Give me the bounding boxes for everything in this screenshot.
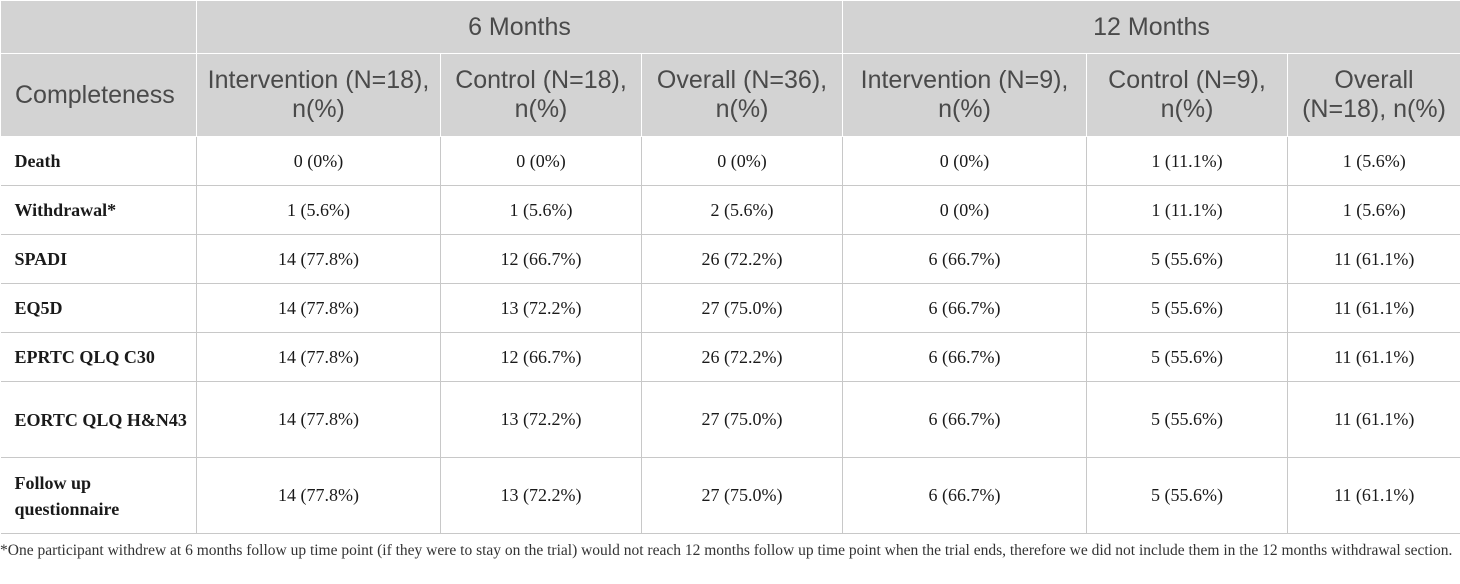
table-cell: 6 (66.7%): [842, 283, 1088, 333]
table-row: EQ5D 14 (77.8%) 13 (72.2%) 27 (75.0%) 6 …: [0, 283, 1460, 333]
table-cell: 6 (66.7%): [842, 381, 1088, 458]
table-cell: 6 (66.7%): [842, 457, 1088, 534]
column-header-row: Completeness Intervention (N=18), n(%) C…: [0, 53, 1460, 137]
table-cell: 5 (55.6%): [1086, 457, 1289, 534]
row-label: Follow up questionnaire: [0, 457, 197, 534]
table-cell: 5 (55.6%): [1086, 234, 1289, 284]
table-cell: 0 (0%): [842, 136, 1088, 186]
row-label: Death: [0, 136, 197, 186]
table-cell: 27 (75.0%): [641, 283, 844, 333]
table-cell: 0 (0%): [196, 136, 441, 186]
table-cell: 2 (5.6%): [641, 185, 844, 235]
table-cell: 5 (55.6%): [1086, 332, 1289, 382]
table-cell: 11 (61.1%): [1287, 457, 1460, 534]
table-cell: 6 (66.7%): [842, 234, 1088, 284]
row-label: Withdrawal*: [0, 185, 197, 235]
table-cell: 14 (77.8%): [196, 457, 441, 534]
table-cell: 0 (0%): [641, 136, 844, 186]
table-cell: 5 (55.6%): [1086, 381, 1289, 458]
group-header-6-months: 6 Months: [195, 0, 844, 54]
table-cell: 14 (77.8%): [196, 234, 441, 284]
table-cell: 12 (66.7%): [440, 332, 642, 382]
table-cell: 13 (72.2%): [440, 283, 642, 333]
table-cell: 1 (11.1%): [1086, 136, 1289, 186]
header-12m-overall: Overall (N=18), n(%): [1287, 53, 1460, 137]
table-header: 6 Months 12 Months Completeness Interven…: [0, 0, 1460, 137]
table-cell: 12 (66.7%): [440, 234, 642, 284]
table-cell: 27 (75.0%): [641, 457, 844, 534]
table-row: Follow up questionnaire 14 (77.8%) 13 (7…: [0, 457, 1460, 534]
table-row: Withdrawal* 1 (5.6%) 1 (5.6%) 2 (5.6%) 0…: [0, 185, 1460, 235]
table-cell: 1 (11.1%): [1086, 185, 1289, 235]
table-row: EORTC QLQ H&N43 14 (77.8%) 13 (72.2%) 27…: [0, 381, 1460, 458]
row-label: SPADI: [0, 234, 197, 284]
table-cell: 26 (72.2%): [641, 332, 844, 382]
table-cell: 5 (55.6%): [1086, 283, 1289, 333]
table-footnote: *One participant withdrew at 6 months fo…: [0, 542, 1453, 559]
table-cell: 11 (61.1%): [1287, 283, 1460, 333]
table-cell: 6 (66.7%): [842, 332, 1088, 382]
header-6m-intervention: Intervention (N=18), n(%): [196, 53, 441, 137]
table-cell: 14 (77.8%): [196, 332, 441, 382]
table-cell: 0 (0%): [842, 185, 1088, 235]
header-12m-control: Control (N=9), n(%): [1086, 53, 1289, 137]
table-cell: 1 (5.6%): [1287, 136, 1460, 186]
group-header-row: 6 Months 12 Months: [0, 0, 1460, 54]
table-cell: 11 (61.1%): [1287, 332, 1460, 382]
table-cell: 1 (5.6%): [196, 185, 441, 235]
group-header-12-months: 12 Months: [842, 0, 1460, 54]
table-row: Death 0 (0%) 0 (0%) 0 (0%) 0 (0%) 1 (11.…: [0, 136, 1460, 186]
completeness-table: 6 Months 12 Months Completeness Interven…: [0, 0, 1460, 534]
table-row: EPRTC QLQ C30 14 (77.8%) 12 (66.7%) 26 (…: [0, 332, 1460, 382]
table-cell: 14 (77.8%): [196, 283, 441, 333]
table-cell: 14 (77.8%): [196, 381, 441, 458]
table-cell: 0 (0%): [440, 136, 642, 186]
table-cell: 27 (75.0%): [641, 381, 844, 458]
table-row: SPADI 14 (77.8%) 12 (66.7%) 26 (72.2%) 6…: [0, 234, 1460, 284]
table-cell: 11 (61.1%): [1287, 234, 1460, 284]
header-corner-cell: [0, 0, 197, 54]
header-6m-overall: Overall (N=36), n(%): [640, 53, 844, 137]
table-cell: 13 (72.2%): [440, 381, 642, 458]
table-cell: 11 (61.1%): [1287, 381, 1460, 458]
table-cell: 1 (5.6%): [1287, 185, 1460, 235]
row-label: EQ5D: [0, 283, 197, 333]
table-body: Death 0 (0%) 0 (0%) 0 (0%) 0 (0%) 1 (11.…: [0, 136, 1460, 534]
row-label: EORTC QLQ H&N43: [0, 381, 197, 458]
table-cell: 26 (72.2%): [641, 234, 844, 284]
header-12m-intervention: Intervention (N=9), n(%): [842, 53, 1088, 137]
header-completeness: Completeness: [0, 53, 197, 137]
table-cell: 1 (5.6%): [440, 185, 642, 235]
row-label: EPRTC QLQ C30: [0, 332, 197, 382]
header-6m-control: Control (N=18), n(%): [440, 53, 642, 137]
table-cell: 13 (72.2%): [440, 457, 642, 534]
